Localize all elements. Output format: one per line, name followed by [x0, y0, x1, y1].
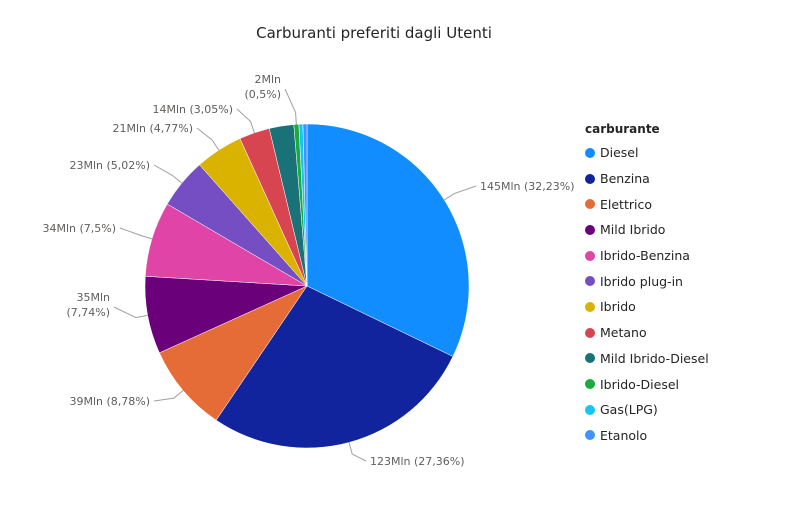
legend-label: Benzina — [600, 171, 650, 187]
pie-slice-elettrico[interactable] — [159, 285, 308, 421]
legend-label: Ibrido plug-in — [600, 273, 683, 289]
legend-label: Mild Ibrido — [600, 222, 666, 238]
legend-marker — [585, 430, 595, 441]
legend-marker — [585, 173, 595, 184]
legend-item-mild-ibrido[interactable]: Mild Ibrido — [585, 217, 709, 243]
data-label-elettrico: 39Mln (8,78%) — [69, 395, 150, 408]
legend-label: Metano — [600, 325, 647, 341]
legend-item-gas-lpg[interactable]: Gas(LPG) — [585, 397, 709, 423]
legend-label: Ibrido-Diesel — [600, 376, 680, 392]
data-label-ibrido-diesel: 2Mln (0,5%) — [244, 73, 281, 101]
leader-line-mild-ibrido — [113, 306, 148, 319]
data-label-metano: 14Mln (3,05%) — [152, 103, 233, 116]
legend-item-ibrido-diesel[interactable]: Ibrido-Diesel — [585, 371, 709, 397]
legend-item-ibrido[interactable]: Ibrido — [585, 294, 709, 320]
leader-line-diesel — [443, 185, 477, 201]
data-label-ibrido-plug-in: 23Mln (5,02%) — [69, 159, 150, 172]
legend-item-diesel[interactable]: Diesel — [585, 140, 709, 166]
legend-item-etanolo[interactable]: Etanolo — [585, 423, 709, 449]
legend-marker — [585, 301, 595, 312]
legend-item-ibrido-benzina[interactable]: Ibrido-Benzina — [585, 243, 709, 269]
leader-line-ibrido-plug-in — [153, 164, 183, 184]
pie-slice-diesel[interactable] — [306, 123, 470, 357]
legend-marker — [585, 404, 595, 415]
leader-line-metano — [236, 108, 255, 133]
legend-marker — [585, 327, 595, 338]
data-label-diesel: 145Mln (32,23%) — [480, 180, 575, 193]
leader-line-ibrido-diesel — [284, 88, 297, 125]
legend-item-ibrido-plug-in[interactable]: Ibrido plug-in — [585, 268, 709, 294]
leader-line-ibrido-benzina — [119, 227, 153, 240]
legend-marker — [585, 199, 595, 210]
legend: carburante Diesel Benzina Elettrico Mild Ib… — [585, 122, 709, 448]
data-label-ibrido: 21Mln (4,77%) — [112, 122, 193, 135]
chart-title: Carburanti preferiti dagli Utenti — [256, 24, 492, 42]
legend-item-elettrico[interactable]: Elettrico — [585, 191, 709, 217]
leader-line-ibrido — [196, 127, 220, 151]
legend-label: Ibrido — [600, 299, 636, 315]
legend-title: carburante — [585, 122, 660, 136]
data-label-benzina: 123Mln (27,36%) — [370, 455, 465, 468]
legend-label: Ibrido-Benzina — [600, 248, 690, 264]
legend-marker — [585, 224, 595, 235]
legend-label: Elettrico — [600, 196, 652, 212]
leader-line-elettrico — [153, 390, 184, 402]
legend-item-mild-ibrido-diesel[interactable]: Mild Ibrido-Diesel — [585, 346, 709, 372]
legend-marker — [585, 353, 595, 364]
pie-slice-etanolo[interactable] — [302, 123, 308, 287]
pie-slice-benzina[interactable] — [215, 285, 454, 449]
legend-item-benzina[interactable]: Benzina — [585, 166, 709, 192]
legend-label: Etanolo — [600, 427, 648, 443]
legend-marker — [585, 250, 595, 261]
legend-marker — [585, 276, 595, 287]
legend-marker — [585, 147, 595, 158]
legend-label: Mild Ibrido-Diesel — [600, 350, 709, 366]
leader-line-benzina — [348, 442, 367, 462]
legend-label: Diesel — [600, 145, 639, 161]
data-label-ibrido-benzina: 34Mln (7,5%) — [42, 222, 116, 235]
legend-label: Gas(LPG) — [600, 402, 658, 418]
legend-marker — [585, 379, 595, 390]
legend-item-metano[interactable]: Metano — [585, 320, 709, 346]
data-label-mild-ibrido: 35Mln (7,74%) — [66, 291, 110, 319]
